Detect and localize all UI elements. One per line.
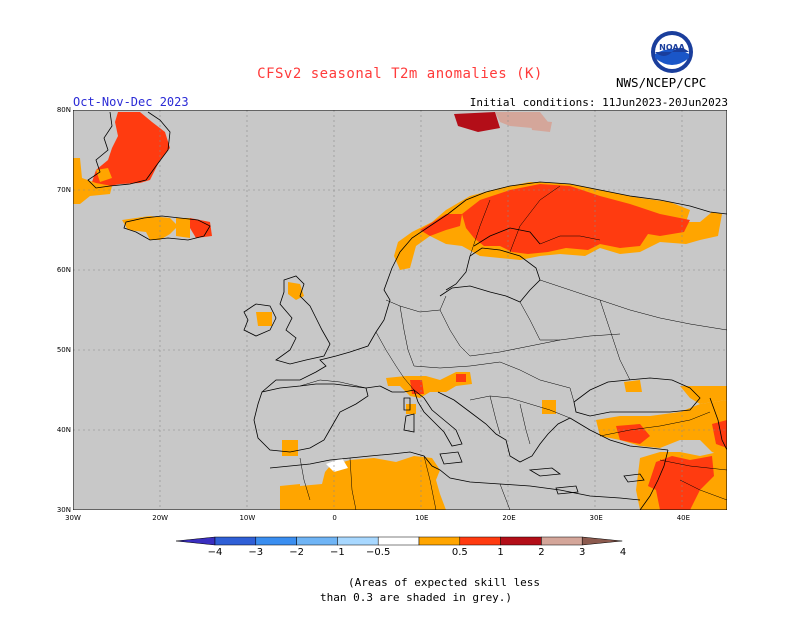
colorbar: −4 −3 −2 −1 −0.5 0.5 1 2 3 4 — [175, 536, 626, 558]
caucasus-anomaly — [680, 386, 727, 404]
colorbar-label: −3 — [248, 547, 263, 558]
lon-label: 40E — [677, 514, 690, 522]
page-title: CFSv2 seasonal T2m anomalies (K) — [257, 66, 543, 82]
morocco-anomaly — [282, 440, 298, 456]
iceland-anomaly-red — [190, 218, 212, 238]
greenland-anomaly-orange — [73, 158, 112, 204]
colorbar-segment — [500, 536, 542, 546]
colorbar-label: −2 — [289, 547, 304, 558]
scandinavia-anomaly-red — [462, 184, 690, 254]
lat-label: 50N — [57, 346, 71, 354]
lat-label: 60N — [57, 266, 71, 274]
colorbar-segment — [296, 536, 338, 546]
ireland-anomaly — [256, 312, 272, 326]
colorbar-arrow-high — [581, 536, 623, 546]
initial-conditions-label: Initial conditions: 11Jun2023-20Jun2023 — [469, 96, 728, 109]
caption-line-1: (Areas of expected skill less — [348, 576, 541, 589]
coastlines — [87, 111, 727, 510]
colorbar-segment — [459, 536, 501, 546]
colorbar-label: 3 — [579, 547, 585, 558]
iceland-anomaly-orange3 — [176, 218, 190, 238]
crimea-anomaly — [624, 380, 642, 392]
turkey-anomaly-orange — [596, 400, 727, 458]
noaa-logo: NOAA — [651, 31, 693, 73]
turkey-anomaly-red — [616, 424, 650, 444]
colorbar-arrow-low — [175, 536, 216, 546]
colorbar-segment — [255, 536, 297, 546]
lon-label: 10W — [239, 514, 255, 522]
colorbar-segment — [541, 536, 583, 546]
balkan-anomaly — [542, 400, 556, 414]
colorbar-label: −0.5 — [366, 547, 390, 558]
season-label: Oct-Nov-Dec 2023 — [73, 95, 189, 109]
lon-label: 20W — [152, 514, 168, 522]
colorbar-label: −4 — [208, 547, 223, 558]
gridlines — [73, 110, 727, 510]
anomaly-shading — [73, 112, 727, 510]
iceland-anomaly-orange — [122, 216, 178, 240]
country-borders — [299, 185, 727, 510]
lon-label: 20E — [502, 514, 515, 522]
skill-caption: (Areas of expected skill less than 0.3 a… — [320, 575, 550, 605]
latitude-labels: 80N 70N 60N 50N 40N 30N — [57, 106, 71, 514]
colorbar-segment — [377, 536, 420, 546]
lon-label: 0 — [332, 514, 336, 522]
lat-label: 30N — [57, 506, 71, 514]
north-africa-anomaly — [280, 456, 446, 510]
colorbar-label: 1 — [497, 547, 503, 558]
africa-grey-gap — [300, 468, 326, 486]
organization-label: NWS/NCEP/CPC — [616, 75, 707, 90]
alps-anomaly-red2 — [456, 374, 466, 382]
colorbar-label: 4 — [620, 547, 626, 558]
colorbar-label: −1 — [330, 547, 345, 558]
lat-label: 80N — [57, 106, 71, 114]
lon-label: 30E — [590, 514, 603, 522]
africa-white-gap — [326, 458, 348, 472]
lat-label: 40N — [57, 426, 71, 434]
arctic-anomaly-darkred — [454, 112, 500, 132]
colorbar-segment — [418, 536, 461, 546]
colorbar-label: 0.5 — [452, 547, 468, 558]
greenland-anomaly — [92, 112, 170, 188]
italy-anomaly — [406, 404, 416, 414]
colorbar-label: 2 — [538, 547, 544, 558]
longitude-labels: 30W 20W 10W 0 10E 20E 30E 40E — [65, 514, 690, 522]
lon-label: 30W — [65, 514, 81, 522]
caption-line-2: than 0.3 are shaded in grey.) — [320, 591, 513, 604]
lat-label: 70N — [57, 186, 71, 194]
levant-anomaly-red — [648, 456, 714, 510]
arctic-anomaly-brown2 — [530, 120, 552, 132]
caucasus-anomaly-red — [712, 420, 727, 448]
colorbar-segment — [337, 536, 379, 546]
lon-label: 10E — [415, 514, 428, 522]
colorbar-segment — [214, 536, 257, 546]
norway-coast-red — [420, 214, 462, 236]
logo-text: NOAA — [659, 43, 685, 52]
map-background — [73, 110, 727, 510]
